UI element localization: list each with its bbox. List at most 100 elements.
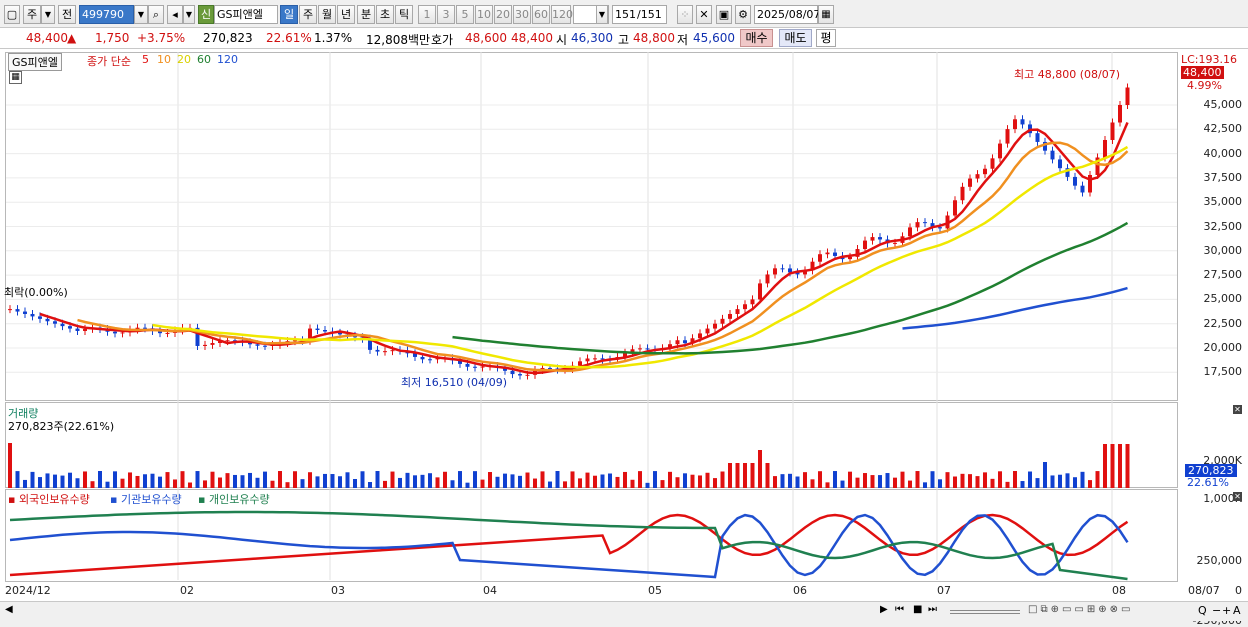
- foreign-holding-label: ▪ 외국인보유수량: [8, 493, 90, 506]
- volume-bar: [233, 474, 237, 488]
- volume-bar: [1043, 462, 1047, 488]
- quote-bar: 48,400 ▲ 1,750 +3.75% 270,823 22.61% 1.3…: [0, 28, 1248, 49]
- volume-bar: [713, 478, 717, 488]
- close-icon[interactable]: ✕: [1233, 492, 1242, 501]
- volume-bar: [360, 471, 365, 488]
- volume-bar: [323, 473, 327, 488]
- volume-bar: [345, 472, 350, 488]
- zoom-slider[interactable]: [950, 610, 1020, 614]
- scroll-bar[interactable]: ◀ ▶ ⏮ ■ ⏭ □⧉⊕▭▭⊞⊕⊗▭ Q − + A: [0, 601, 1248, 621]
- stock-name: GS피앤엘: [214, 5, 278, 24]
- interval-60[interactable]: 60: [532, 5, 550, 24]
- grid-icon[interactable]: ⁘: [677, 5, 693, 24]
- candle: [698, 333, 702, 339]
- chevron-down-icon[interactable]: ▼: [596, 5, 608, 24]
- volume-bar: [758, 450, 762, 488]
- interval-120[interactable]: 120: [551, 5, 573, 24]
- candle: [23, 311, 27, 314]
- tab-year[interactable]: 년: [337, 5, 355, 24]
- tab-week[interactable]: 주: [299, 5, 317, 24]
- volume-bar: [1013, 471, 1017, 488]
- volume-bar: [248, 472, 252, 488]
- candle: [1118, 105, 1122, 123]
- drawing-tools-icon[interactable]: □⧉⊕▭▭⊞⊕⊗▭: [1028, 604, 1134, 615]
- candle: [83, 328, 87, 331]
- rewind-icon[interactable]: ⏮: [895, 604, 904, 615]
- stock-tag[interactable]: GS피앤엘: [8, 53, 62, 71]
- count-input[interactable]: 151: [612, 5, 637, 24]
- date-input[interactable]: 2025/08/07: [754, 5, 820, 24]
- eval-button[interactable]: 평: [816, 29, 836, 47]
- save-icon[interactable]: ▣: [716, 5, 732, 24]
- volume-bar: [653, 471, 657, 488]
- layout-icon[interactable]: ▢: [4, 5, 20, 24]
- tab-minute[interactable]: 분: [357, 5, 375, 24]
- candle: [473, 366, 477, 368]
- period-selector[interactable]: 주: [23, 5, 41, 24]
- scroll-left-icon[interactable]: ◀: [5, 604, 13, 615]
- zoom-out-icon[interactable]: −: [1212, 604, 1222, 617]
- volume-bar: [270, 480, 275, 488]
- volume-bar: [585, 472, 590, 488]
- close-icon[interactable]: ✕: [1233, 405, 1242, 414]
- lc-label: LC:193.16: [1181, 53, 1238, 66]
- volume-bar: [908, 480, 912, 488]
- candle: [743, 304, 747, 310]
- search-icon[interactable]: ⌕: [148, 5, 164, 24]
- buy-button[interactable]: 매수: [740, 29, 773, 47]
- code-input[interactable]: 499790: [79, 5, 134, 24]
- candle: [218, 341, 222, 343]
- volume-bar: [1125, 444, 1130, 488]
- candle: [195, 327, 200, 346]
- zoom-in-icon[interactable]: Q: [1198, 604, 1207, 617]
- chevron-down-icon[interactable]: ▼: [41, 5, 55, 24]
- crosshair-icon[interactable]: ✕: [696, 5, 712, 24]
- tab-second[interactable]: 초: [376, 5, 394, 24]
- interval-1[interactable]: 1: [418, 5, 436, 24]
- interval-30[interactable]: 30: [513, 5, 531, 24]
- volume-bar: [893, 477, 897, 488]
- candle: [848, 256, 852, 260]
- ma120-label: 120: [217, 53, 238, 66]
- stop-icon[interactable]: ■: [913, 604, 923, 615]
- font-size-icon[interactable]: A: [1233, 604, 1241, 617]
- volume-last-pct: 22.61%: [1187, 476, 1229, 489]
- calendar-icon[interactable]: ▦: [818, 5, 834, 24]
- volume-bar: [23, 479, 27, 488]
- zoom-plus-icon[interactable]: +: [1222, 604, 1232, 617]
- speaker-icon[interactable]: ◂: [167, 5, 183, 24]
- candle: [720, 318, 725, 324]
- volume-bar: [615, 476, 620, 488]
- candle: [75, 328, 80, 331]
- forward-icon[interactable]: ⏭: [928, 604, 937, 615]
- chevron-down-icon[interactable]: ▼: [183, 5, 195, 24]
- candle: [1125, 87, 1130, 105]
- sell-button[interactable]: 매도: [779, 29, 812, 47]
- volume-panel[interactable]: [5, 402, 1178, 488]
- gear-icon[interactable]: ⚙: [735, 5, 751, 24]
- volume-bar: [503, 473, 507, 488]
- x-label: 07: [937, 584, 951, 597]
- interval-3[interactable]: 3: [437, 5, 455, 24]
- candle: [255, 344, 260, 346]
- calculator-icon[interactable]: ▦: [9, 71, 22, 84]
- volume-bar: [675, 477, 680, 488]
- tab-month[interactable]: 월: [318, 5, 336, 24]
- play-icon[interactable]: ▶: [880, 604, 888, 615]
- volume-bar: [15, 471, 20, 488]
- candle: [435, 358, 440, 360]
- prev-button[interactable]: 전: [58, 5, 76, 24]
- interval-20[interactable]: 20: [494, 5, 512, 24]
- candle: [930, 223, 935, 228]
- interval-10[interactable]: 10: [475, 5, 493, 24]
- start-annotation: 최락(0.00%): [4, 286, 68, 299]
- tab-day[interactable]: 일: [280, 5, 298, 24]
- volume-bar: [840, 480, 845, 488]
- high-label: 고: [618, 33, 630, 47]
- chevron-down-icon[interactable]: ▼: [134, 5, 148, 24]
- interval-5[interactable]: 5: [456, 5, 474, 24]
- candle: [315, 328, 320, 331]
- volume-bar: [803, 472, 807, 488]
- tab-tick[interactable]: 틱: [395, 5, 413, 24]
- volume-bar: [218, 477, 222, 488]
